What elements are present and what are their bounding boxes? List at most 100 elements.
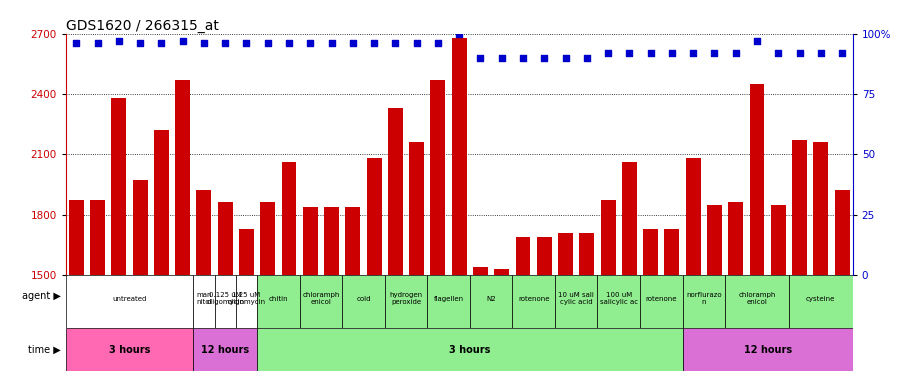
- Point: [197, 40, 211, 46]
- Bar: [430, 80, 445, 375]
- Point: [324, 40, 339, 46]
- Point: [218, 40, 232, 46]
- Bar: [66, 328, 193, 371]
- Bar: [813, 142, 827, 375]
- Bar: [257, 275, 300, 328]
- Bar: [728, 202, 742, 375]
- Text: 100 uM
salicylic ac: 100 uM salicylic ac: [599, 292, 637, 305]
- Point: [69, 40, 84, 46]
- Bar: [473, 267, 487, 375]
- Point: [642, 50, 657, 56]
- Bar: [664, 229, 679, 375]
- Bar: [175, 80, 189, 375]
- Point: [537, 55, 551, 61]
- Text: chitin: chitin: [268, 296, 288, 302]
- Text: agent ▶: agent ▶: [22, 291, 61, 301]
- Text: GDS1620 / 266315_at: GDS1620 / 266315_at: [66, 19, 219, 33]
- Text: 12 hours: 12 hours: [201, 345, 249, 354]
- Point: [133, 40, 148, 46]
- Point: [452, 31, 466, 37]
- Point: [664, 50, 679, 56]
- Bar: [788, 275, 852, 328]
- Bar: [281, 162, 296, 375]
- Text: N2: N2: [486, 296, 496, 302]
- Point: [621, 50, 636, 56]
- Bar: [706, 204, 722, 375]
- Bar: [749, 84, 763, 375]
- Bar: [214, 275, 236, 328]
- Text: 3 hours: 3 hours: [108, 345, 150, 354]
- Text: man
nitol: man nitol: [196, 292, 211, 305]
- Bar: [685, 158, 700, 375]
- Bar: [384, 275, 427, 328]
- Bar: [451, 38, 466, 375]
- Bar: [512, 275, 554, 328]
- Bar: [834, 190, 849, 375]
- Text: time ▶: time ▶: [28, 345, 61, 354]
- Text: hydrogen
peroxide: hydrogen peroxide: [389, 292, 422, 305]
- Text: flagellen: flagellen: [433, 296, 463, 302]
- Bar: [323, 207, 339, 375]
- Text: 12 hours: 12 hours: [742, 345, 791, 354]
- Text: untreated: untreated: [112, 296, 147, 302]
- Bar: [515, 237, 530, 375]
- Bar: [597, 275, 640, 328]
- Text: norflurazo
n: norflurazo n: [685, 292, 721, 305]
- Bar: [302, 207, 317, 375]
- Text: chloramph
enicol: chloramph enicol: [302, 292, 339, 305]
- Bar: [409, 142, 424, 375]
- Point: [154, 40, 169, 46]
- Bar: [196, 190, 211, 375]
- Point: [111, 38, 126, 44]
- Bar: [366, 158, 381, 375]
- Bar: [260, 202, 275, 375]
- Point: [600, 50, 615, 56]
- Bar: [111, 98, 126, 375]
- Text: chloramph
enicol: chloramph enicol: [738, 292, 775, 305]
- Point: [175, 38, 189, 44]
- Point: [770, 50, 784, 56]
- Bar: [578, 232, 594, 375]
- Bar: [90, 201, 105, 375]
- Bar: [193, 275, 214, 328]
- Bar: [154, 130, 169, 375]
- Bar: [342, 275, 384, 328]
- Text: cold: cold: [356, 296, 370, 302]
- Point: [281, 40, 296, 46]
- Point: [685, 50, 700, 56]
- Bar: [257, 328, 681, 371]
- Point: [558, 55, 572, 61]
- Point: [409, 40, 424, 46]
- Bar: [427, 275, 469, 328]
- Point: [366, 40, 381, 46]
- Bar: [66, 275, 193, 328]
- Bar: [218, 202, 232, 375]
- Point: [578, 55, 593, 61]
- Point: [792, 50, 806, 56]
- Text: 1.25 uM
oligomycin: 1.25 uM oligomycin: [227, 292, 265, 305]
- Point: [749, 38, 763, 44]
- Bar: [469, 275, 512, 328]
- Bar: [792, 140, 806, 375]
- Point: [473, 55, 487, 61]
- Text: rotenone: rotenone: [645, 296, 676, 302]
- Point: [834, 50, 848, 56]
- Point: [302, 40, 317, 46]
- Point: [239, 40, 253, 46]
- Point: [494, 55, 508, 61]
- Bar: [387, 108, 403, 375]
- Bar: [681, 275, 724, 328]
- Point: [813, 50, 827, 56]
- Point: [515, 55, 529, 61]
- Text: 10 uM sali
cylic acid: 10 uM sali cylic acid: [558, 292, 593, 305]
- Bar: [68, 201, 84, 375]
- Bar: [193, 328, 257, 371]
- Bar: [724, 275, 788, 328]
- Point: [261, 40, 275, 46]
- Point: [728, 50, 742, 56]
- Bar: [642, 229, 658, 375]
- Point: [430, 40, 445, 46]
- Text: cysteine: cysteine: [805, 296, 834, 302]
- Bar: [770, 204, 785, 375]
- Bar: [537, 237, 551, 375]
